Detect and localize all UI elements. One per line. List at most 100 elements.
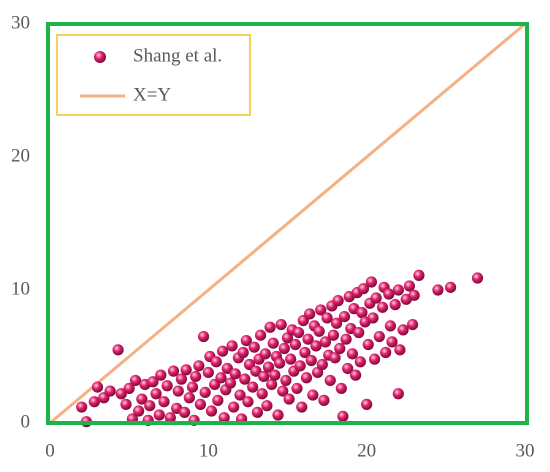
- y-tick-label: 0: [21, 411, 31, 432]
- scatter-point: [394, 344, 406, 356]
- scatter-point: [261, 400, 273, 412]
- scatter-point: [361, 398, 373, 410]
- scatter-point: [324, 374, 336, 387]
- scatter-point: [294, 360, 306, 372]
- scatter-point: [340, 333, 352, 345]
- scatter-point: [76, 401, 88, 413]
- scatter-point: [150, 388, 162, 400]
- scatter-point: [277, 385, 289, 397]
- scatter-point: [178, 406, 191, 418]
- scatter-point: [112, 344, 124, 356]
- x-tick-label: 0: [45, 440, 55, 461]
- scatter-point: [254, 329, 267, 341]
- scatter-point: [247, 381, 259, 393]
- scatter-point: [273, 357, 286, 369]
- scatter-point: [389, 299, 401, 311]
- scatter-point: [251, 406, 264, 418]
- scatter-point: [376, 301, 389, 313]
- scatter-point: [329, 352, 341, 364]
- scatter-point: [267, 337, 279, 349]
- scatter-point: [218, 412, 230, 424]
- scatter-point: [338, 311, 351, 323]
- scatter-point: [397, 324, 409, 336]
- scatter-point: [342, 362, 354, 375]
- scatter-point: [321, 312, 333, 324]
- scatter-point: [180, 364, 192, 376]
- scatter-point: [373, 330, 385, 343]
- scatter-point: [256, 388, 268, 400]
- scatter-point: [357, 283, 370, 295]
- scatter-point: [318, 394, 330, 406]
- scatter-point: [386, 336, 398, 348]
- scatter-point: [280, 374, 292, 387]
- scatter-point: [307, 389, 319, 401]
- scatter-point: [315, 304, 327, 316]
- scatter-point: [300, 372, 313, 384]
- scatter-point: [334, 342, 346, 355]
- scatter-point: [129, 374, 142, 387]
- scatter-point: [120, 398, 132, 410]
- scatter-point: [197, 330, 210, 343]
- scatter-point: [353, 326, 365, 339]
- scatter-point: [164, 412, 176, 424]
- scatter-point: [432, 284, 444, 296]
- scatter-point: [327, 329, 340, 341]
- scatter-point: [444, 281, 457, 293]
- scatter-point: [216, 345, 229, 357]
- scatter-point: [275, 318, 287, 331]
- legend-box: [56, 34, 251, 116]
- scatter-point: [239, 373, 251, 385]
- legend-label: X=Y: [133, 84, 171, 105]
- scatter-point: [368, 353, 381, 365]
- scatter-point: [172, 385, 184, 397]
- scatter-point: [356, 307, 368, 319]
- scatter-point: [349, 369, 362, 381]
- scatter-point: [123, 382, 135, 395]
- scatter-point: [199, 386, 211, 399]
- scatter-point: [153, 409, 165, 421]
- scatter-point: [250, 365, 262, 377]
- scatter-point: [259, 348, 271, 360]
- scatter-point: [242, 396, 254, 408]
- scatter-point: [403, 280, 416, 292]
- scatter-point: [133, 405, 145, 417]
- scatter-point: [471, 272, 484, 284]
- x-tick-label: 30: [516, 440, 535, 461]
- scatter-point: [296, 401, 308, 413]
- scatter-point: [175, 373, 188, 385]
- scatter-point: [258, 370, 270, 383]
- scatter-point: [234, 389, 246, 401]
- scatter-point: [248, 341, 260, 353]
- scatter-point: [413, 269, 425, 281]
- scatter-point: [354, 356, 366, 368]
- scatter-point: [392, 388, 404, 400]
- scatter-point: [210, 356, 222, 368]
- scatter-point: [383, 288, 395, 300]
- scatter-point: [183, 392, 195, 404]
- scatter-point: [266, 378, 278, 391]
- scatter-point: [202, 366, 214, 379]
- scatter-point: [272, 409, 284, 421]
- y-tick-label: 30: [11, 12, 30, 33]
- scatter-point: [337, 410, 349, 422]
- scatter-point: [289, 338, 302, 351]
- scatter-point: [299, 346, 311, 359]
- scatter-point: [310, 340, 322, 352]
- scatter-point: [392, 284, 404, 296]
- scatter-point: [104, 385, 116, 397]
- x-tick-label: 20: [357, 440, 376, 461]
- scatter-point: [212, 394, 224, 406]
- scatter-point: [144, 400, 156, 412]
- scatter-point: [224, 377, 237, 389]
- scatter-point: [285, 353, 297, 365]
- scatter-point: [335, 382, 347, 395]
- scatter-point: [305, 354, 317, 367]
- scatter-point: [269, 369, 281, 381]
- scatter-point: [215, 372, 227, 384]
- scatter-point: [190, 370, 202, 383]
- plot-frame: [46, 22, 529, 425]
- scatter-point: [194, 398, 207, 410]
- scatter-point: [237, 346, 249, 359]
